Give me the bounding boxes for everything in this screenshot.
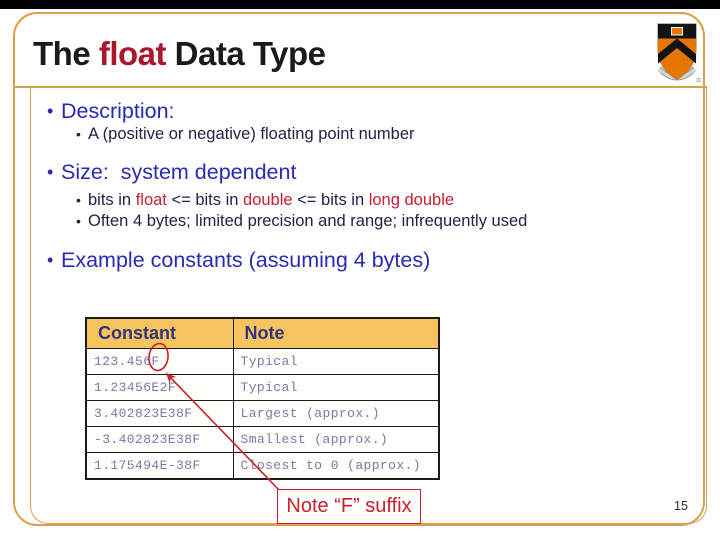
- bullet-item: • A (positive or negative) floating point…: [45, 124, 696, 145]
- table-row: 1.175494E-38F Closest to 0 (approx.): [85, 452, 440, 480]
- table-header-row: Constant Note: [85, 317, 440, 349]
- content-panel: • Description: • A (positive or negative) f…: [30, 87, 707, 524]
- table-cell: -3.402823E38F: [85, 426, 234, 453]
- bullet-item: • Example constants (assuming 4 bytes): [45, 247, 696, 273]
- text-segment: <= bits in: [292, 191, 369, 209]
- text-segment: <= bits in: [166, 191, 244, 209]
- table-row: 1.23456E2F Typical: [85, 374, 440, 401]
- note-f-suffix-callout: Note “F” suffix: [277, 489, 421, 524]
- bullet-text: Size: system dependent: [61, 159, 296, 185]
- bullet-marker-icon: •: [76, 126, 81, 142]
- table-cell: Closest to 0 (approx.): [232, 452, 440, 480]
- bullet-item: • Description:: [45, 98, 696, 124]
- table-cell: 3.402823E38F: [85, 400, 234, 427]
- text-segment: A (positive or negative) floating point …: [88, 125, 415, 143]
- bullet-text: Description:: [61, 98, 175, 124]
- bullet-item: • bits in float <= bits in double <= bits…: [45, 190, 696, 211]
- bullet-marker-icon: •: [76, 192, 81, 208]
- table-header-cell: Note: [232, 317, 440, 349]
- text-segment: The: [33, 35, 99, 72]
- table-row: -3.402823E38F Smallest (approx.): [85, 426, 440, 453]
- text-segment: Often 4 bytes; limited precision and ran…: [88, 212, 528, 230]
- bullet-marker-icon: •: [76, 213, 81, 229]
- text-segment: float: [135, 191, 167, 209]
- table-cell: 123.456F: [85, 348, 234, 375]
- bullet-marker-icon: •: [47, 250, 54, 270]
- text-segment: bits in: [88, 191, 136, 209]
- title-divider: [13, 86, 707, 88]
- constants-table: Constant Note 123.456F Typical 1.23456E2F Ty…: [85, 317, 440, 480]
- table-cell: 1.175494E-38F: [85, 452, 234, 480]
- text-segment: Data Type: [166, 35, 326, 72]
- bullet-marker-icon: •: [47, 101, 54, 121]
- text-segment: float: [98, 35, 167, 72]
- table-cell: Smallest (approx.): [232, 426, 440, 453]
- slide-frame: [13, 12, 705, 526]
- table-header-cell: Constant: [85, 317, 234, 349]
- table-row: 123.456F Typical: [85, 348, 440, 375]
- text-segment: Size: system dependent: [61, 160, 297, 184]
- top-black-bar: [0, 0, 720, 9]
- bullet-marker-icon: •: [47, 162, 54, 182]
- bullet-list: • Description: • A (positive or negative) f…: [45, 98, 696, 273]
- text-segment: Example constants (assuming 4 bytes): [61, 248, 431, 272]
- bullet-item: • Size: system dependent: [45, 159, 696, 185]
- text-segment: Description:: [61, 99, 175, 123]
- bullet-text: Example constants (assuming 4 bytes): [61, 247, 430, 273]
- page-title: The float Data Type: [33, 35, 326, 73]
- text-segment: double: [243, 191, 293, 209]
- table-cell: Typical: [232, 374, 440, 401]
- text-segment: long double: [368, 191, 455, 209]
- bullet-item: • Often 4 bytes; limited precision and ra…: [45, 211, 696, 232]
- princeton-shield-icon: [657, 23, 701, 83]
- bullet-text: bits in float <= bits in double <= bits …: [88, 190, 454, 211]
- table-cell: Typical: [232, 348, 440, 375]
- bullet-text: A (positive or negative) floating point …: [88, 124, 415, 145]
- table-row: 3.402823E38F Largest (approx.): [85, 400, 440, 427]
- table-cell: Largest (approx.): [232, 400, 440, 427]
- table-cell: 1.23456E2F: [85, 374, 234, 401]
- page-number: 15: [674, 499, 688, 513]
- bullet-text: Often 4 bytes; limited precision and ran…: [88, 211, 527, 232]
